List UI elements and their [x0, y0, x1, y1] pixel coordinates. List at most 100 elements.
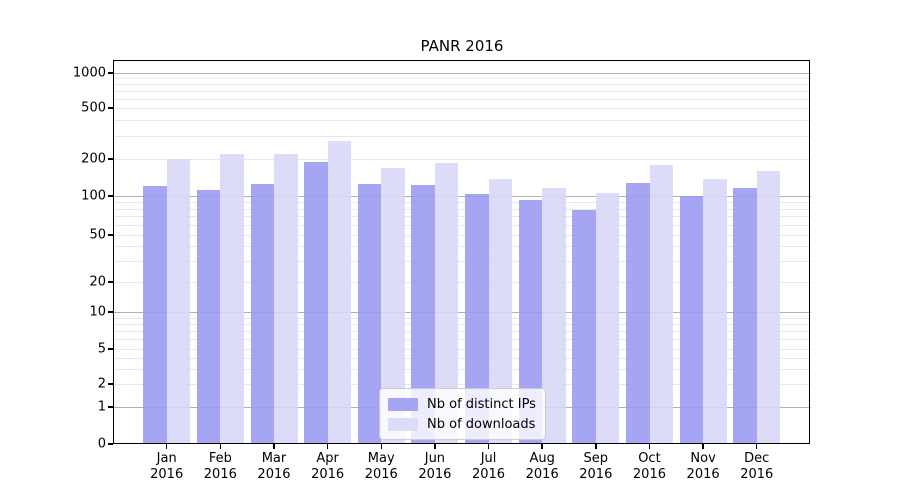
- y-axis-tick-label: 5: [97, 341, 106, 357]
- x-axis-tick-label: Oct 2016: [633, 451, 666, 483]
- x-axis-tick-mark: [380, 444, 382, 449]
- x-tick-year: 2016: [311, 467, 345, 482]
- x-tick-year: 2016: [203, 467, 237, 482]
- minor-gridline: [114, 323, 811, 325]
- minor-gridline: [114, 368, 811, 370]
- minor-gridline: [114, 91, 811, 92]
- x-tick-month: Feb: [208, 451, 232, 466]
- bar-distinct-ips: [143, 186, 167, 444]
- y-axis-tick-label: 200: [81, 151, 106, 167]
- x-axis-tick-label: Apr 2016: [311, 451, 344, 483]
- legend-row: Nb of downloads: [388, 414, 536, 434]
- x-axis-tick-mark: [487, 444, 490, 449]
- y-axis-tick-label: 50: [89, 227, 106, 243]
- y-axis-tick-label: 1: [97, 399, 106, 415]
- x-tick-year: 2016: [364, 467, 398, 482]
- minor-gridline: [114, 384, 811, 385]
- bar-distinct-ips: [733, 188, 757, 444]
- bar-distinct-ips: [679, 196, 704, 444]
- major-gridline: [114, 196, 811, 197]
- x-axis-tick-mark: [273, 444, 275, 449]
- minor-gridline: [114, 108, 811, 109]
- x-axis-tick-label: Aug 2016: [526, 451, 559, 483]
- bar-distinct-ips: [304, 161, 328, 444]
- y-axis-tick-mark: [108, 72, 113, 74]
- minor-gridline: [114, 282, 811, 283]
- x-tick-month: Jan: [156, 451, 177, 466]
- x-axis-tick-label: Feb 2016: [204, 451, 237, 483]
- x-tick-year: 2016: [740, 467, 774, 482]
- legend-row: Nb of distinct IPs: [388, 394, 536, 414]
- minor-gridline: [114, 98, 811, 100]
- minor-gridline: [114, 235, 811, 236]
- bar-distinct-ips: [357, 183, 382, 444]
- y-axis-tick-label: 1000: [72, 65, 106, 81]
- x-tick-month: Mar: [261, 451, 287, 466]
- x-axis-tick-mark: [434, 444, 436, 449]
- x-axis-tick-label: Dec 2016: [740, 451, 773, 483]
- y-axis-tick-mark: [108, 158, 113, 160]
- chart-title: PANR 2016: [420, 37, 504, 55]
- x-tick-year: 2016: [257, 467, 291, 482]
- major-gridline: [114, 73, 811, 74]
- minor-gridline: [114, 78, 811, 80]
- bar-downloads: [703, 178, 727, 444]
- minor-gridline: [114, 357, 811, 359]
- bar-downloads: [166, 159, 191, 444]
- bar-distinct-ips: [465, 193, 489, 444]
- y-axis-tick-mark: [108, 383, 113, 385]
- y-axis-tick-label: 10: [89, 304, 106, 320]
- y-axis-tick-mark: [108, 107, 113, 109]
- bar-downloads: [542, 188, 566, 444]
- legend-swatch: [388, 417, 418, 431]
- x-tick-year: 2016: [525, 467, 559, 482]
- x-axis-tick-label: Jun 2016: [418, 451, 451, 483]
- x-tick-year: 2016: [418, 467, 452, 482]
- legend-label: Nb of downloads: [427, 416, 536, 432]
- y-axis-tick-mark: [108, 311, 113, 313]
- minor-gridline: [114, 216, 811, 218]
- minor-gridline: [114, 349, 811, 350]
- x-axis-tick-mark: [756, 444, 758, 449]
- x-tick-year: 2016: [579, 467, 613, 482]
- y-axis-tick-mark: [108, 281, 113, 283]
- legend-swatch: [388, 397, 418, 411]
- bar-distinct-ips: [572, 210, 596, 444]
- minor-gridline: [114, 136, 811, 138]
- y-axis-tick-label: 0: [97, 436, 106, 452]
- bar-distinct-ips: [626, 183, 650, 444]
- x-axis-tick-label: Nov 2016: [687, 451, 720, 483]
- bar-downloads: [649, 164, 673, 444]
- x-tick-month: Apr: [316, 451, 339, 466]
- minor-gridline: [114, 339, 811, 341]
- x-axis-tick-mark: [326, 444, 329, 449]
- y-axis-tick-label: 2: [97, 376, 106, 392]
- y-axis-tick-label: 500: [81, 100, 106, 116]
- x-tick-year: 2016: [150, 467, 184, 482]
- bar-downloads: [595, 193, 620, 444]
- plot-area: Nb of distinct IPs Nb of downloads: [114, 61, 811, 444]
- x-axis-tick-label: Jul 2016: [472, 451, 505, 483]
- x-axis-tick-label: May 2016: [365, 451, 398, 483]
- bar-downloads: [381, 168, 405, 444]
- x-tick-month: Oct: [638, 451, 661, 466]
- minor-gridline: [114, 201, 811, 203]
- x-axis-tick-mark: [595, 444, 597, 449]
- bar-distinct-ips: [250, 183, 274, 444]
- bar-distinct-ips: [411, 184, 435, 444]
- legend-label: Nb of distinct IPs: [427, 396, 536, 412]
- x-tick-month: Jul: [480, 451, 497, 466]
- bar-downloads: [327, 141, 352, 444]
- y-axis-tick-mark: [108, 234, 113, 236]
- minor-gridline: [114, 159, 811, 160]
- x-tick-month: Jun: [424, 451, 446, 466]
- x-tick-month: Nov: [690, 451, 716, 466]
- minor-gridline: [114, 261, 811, 263]
- x-tick-year: 2016: [632, 467, 666, 482]
- y-axis-tick-label: 100: [81, 188, 106, 204]
- x-axis-tick-mark: [166, 444, 168, 449]
- y-axis-tick-label: 20: [89, 274, 106, 290]
- x-tick-month: Sep: [583, 451, 609, 466]
- x-axis-tick-mark: [702, 444, 704, 449]
